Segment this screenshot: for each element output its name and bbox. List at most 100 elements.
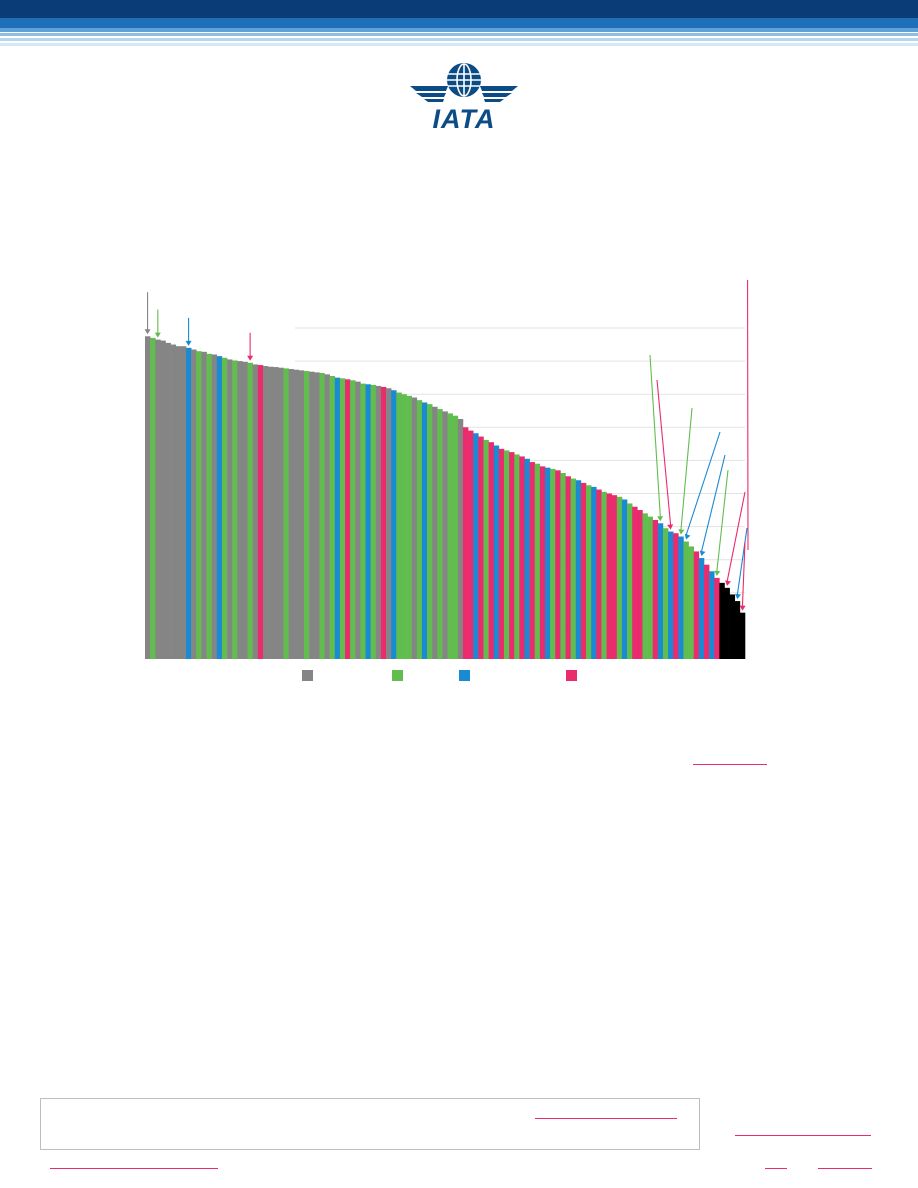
bar-grey — [273, 367, 279, 659]
bar-pink — [468, 430, 474, 659]
bar-grey — [145, 336, 151, 659]
bar-blue — [698, 558, 705, 659]
bar-grey — [155, 339, 161, 659]
bar-pink — [580, 482, 587, 659]
bar-green — [150, 337, 156, 659]
bar-undefined — [729, 594, 736, 659]
bar-grey — [442, 411, 448, 659]
bar-pink — [488, 442, 495, 659]
bar-green — [437, 409, 443, 659]
footer-link-right[interactable] — [818, 1168, 872, 1169]
bar-pink — [555, 470, 561, 659]
bar-grey — [309, 371, 315, 659]
bar-green — [627, 503, 633, 659]
bar-green — [688, 546, 695, 659]
bar-pink — [345, 379, 351, 659]
bar-blue — [709, 571, 715, 659]
bar-grey — [160, 340, 166, 659]
bar-pink — [611, 495, 618, 659]
highlight-arrow — [656, 379, 674, 530]
iata-logo: IATA — [408, 60, 520, 134]
bar-grey — [355, 381, 361, 659]
header-stripe-3 — [0, 43, 918, 46]
legend-swatch-green — [392, 670, 403, 681]
bar-green — [483, 439, 489, 659]
bar-pink — [693, 551, 700, 659]
bar-pink — [673, 533, 679, 659]
bar-grey — [242, 361, 248, 659]
bar-grey — [227, 359, 233, 659]
bar-grey — [262, 366, 269, 659]
header-stripe-1 — [0, 33, 918, 36]
bar-green — [339, 378, 346, 659]
bar-blue — [575, 480, 582, 659]
bar-undefined — [719, 582, 725, 659]
bar-green — [550, 469, 556, 659]
bar-green — [206, 353, 212, 659]
bar-blue — [421, 402, 428, 659]
source-link[interactable] — [693, 764, 767, 765]
bar-pink — [478, 436, 484, 659]
bar-blue — [524, 458, 530, 659]
bar-blue — [668, 531, 674, 659]
bar-green — [329, 375, 336, 659]
highlight-arrow — [144, 292, 151, 335]
highlight-arrow — [678, 407, 693, 535]
bar-green — [427, 404, 433, 659]
bar-blue — [365, 384, 371, 659]
bar-pink — [462, 427, 469, 659]
bar-grey — [180, 346, 187, 659]
bar-grey — [175, 346, 182, 659]
bar-grey — [165, 342, 171, 659]
bar-grey — [375, 385, 382, 659]
footer-box-link[interactable] — [535, 1118, 677, 1119]
bar-green — [503, 450, 510, 659]
highlight-arrow — [684, 431, 721, 540]
bar-green — [370, 384, 377, 659]
highlight-arrow — [714, 469, 729, 576]
bar-green — [350, 380, 356, 659]
bar-blue — [186, 347, 192, 659]
highlight-arrow — [735, 527, 748, 600]
bar-grey — [432, 406, 438, 659]
bar-pink — [565, 476, 571, 659]
bar-grey — [324, 374, 330, 659]
bar-green — [221, 357, 228, 659]
bar-pink — [529, 462, 536, 659]
bar-grey — [211, 354, 218, 659]
bar-green — [662, 528, 669, 659]
chart-svg — [144, 279, 749, 660]
bar-undefined — [724, 587, 730, 659]
bar-green — [534, 463, 541, 659]
bar-blue — [493, 445, 500, 659]
bar-grey — [293, 369, 300, 659]
bar-blue — [216, 356, 223, 659]
bar-pink — [509, 452, 515, 660]
bar-pink — [257, 365, 264, 659]
bar-green — [401, 394, 407, 659]
bar-green — [247, 362, 253, 659]
ranking-bar-chart — [120, 279, 780, 690]
header-band-light — [0, 28, 918, 32]
bar-green — [683, 541, 689, 659]
footer-link-left[interactable] — [50, 1168, 218, 1169]
bar-blue — [657, 523, 664, 659]
legend-swatch-grey — [302, 670, 313, 681]
bar-green — [647, 516, 653, 659]
bar-green — [196, 351, 202, 659]
footer-side-link[interactable] — [735, 1135, 871, 1136]
bar-blue — [621, 499, 628, 659]
footer-link-mid[interactable] — [765, 1168, 787, 1169]
bar-pink — [539, 466, 546, 659]
bar-grey — [252, 364, 259, 659]
bar-grey — [386, 388, 392, 659]
bar-undefined — [734, 601, 741, 659]
bar-blue — [334, 377, 341, 659]
bar-pink — [380, 386, 387, 659]
bar-green — [570, 478, 577, 659]
bar-pink — [714, 577, 720, 659]
bar-grey — [237, 361, 243, 659]
highlight-arrow — [185, 317, 192, 346]
bar-pink — [703, 564, 710, 659]
bar-green — [396, 392, 402, 659]
